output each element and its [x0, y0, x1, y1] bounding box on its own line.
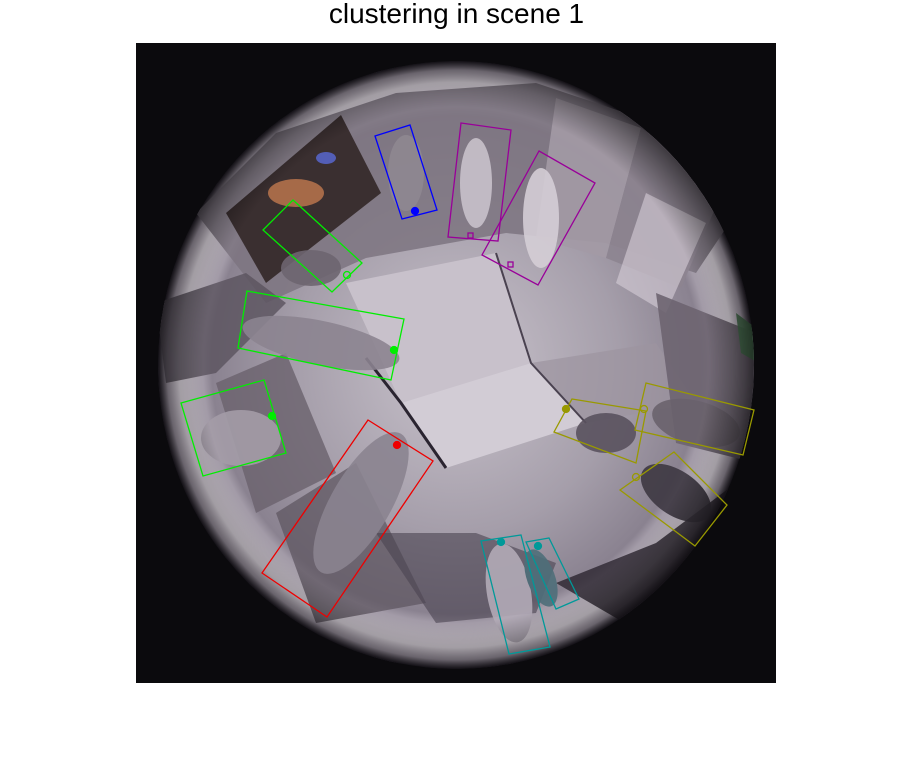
fisheye-image [136, 43, 776, 683]
cluster-marker-green-2 [389, 345, 399, 355]
cluster-marker-red [392, 440, 402, 450]
cluster-marker-blue [410, 206, 420, 216]
cluster-marker-green-1 [342, 270, 352, 280]
cluster-box-purple [447, 122, 596, 286]
cluster-boxes [180, 122, 755, 655]
cluster-marker-olive-2 [639, 404, 649, 414]
cluster-box-red [261, 419, 434, 618]
cluster-marker-teal-2 [533, 541, 543, 551]
cluster-box-blue [374, 124, 438, 220]
cluster-marker-teal-1 [496, 537, 506, 547]
cluster-box-olive [553, 382, 755, 547]
cluster-box-green [180, 199, 405, 477]
fisheye-lens [158, 61, 754, 669]
cluster-marker-purple-2 [507, 261, 514, 268]
cluster-marker-olive-3 [631, 472, 641, 482]
cluster-marker-green-3 [267, 411, 277, 421]
cluster-box-teal [480, 534, 580, 655]
cluster-marker-purple-1 [467, 232, 474, 239]
figure-title: clustering in scene 1 [328, 0, 585, 29]
cluster-marker-olive-1 [561, 404, 571, 414]
